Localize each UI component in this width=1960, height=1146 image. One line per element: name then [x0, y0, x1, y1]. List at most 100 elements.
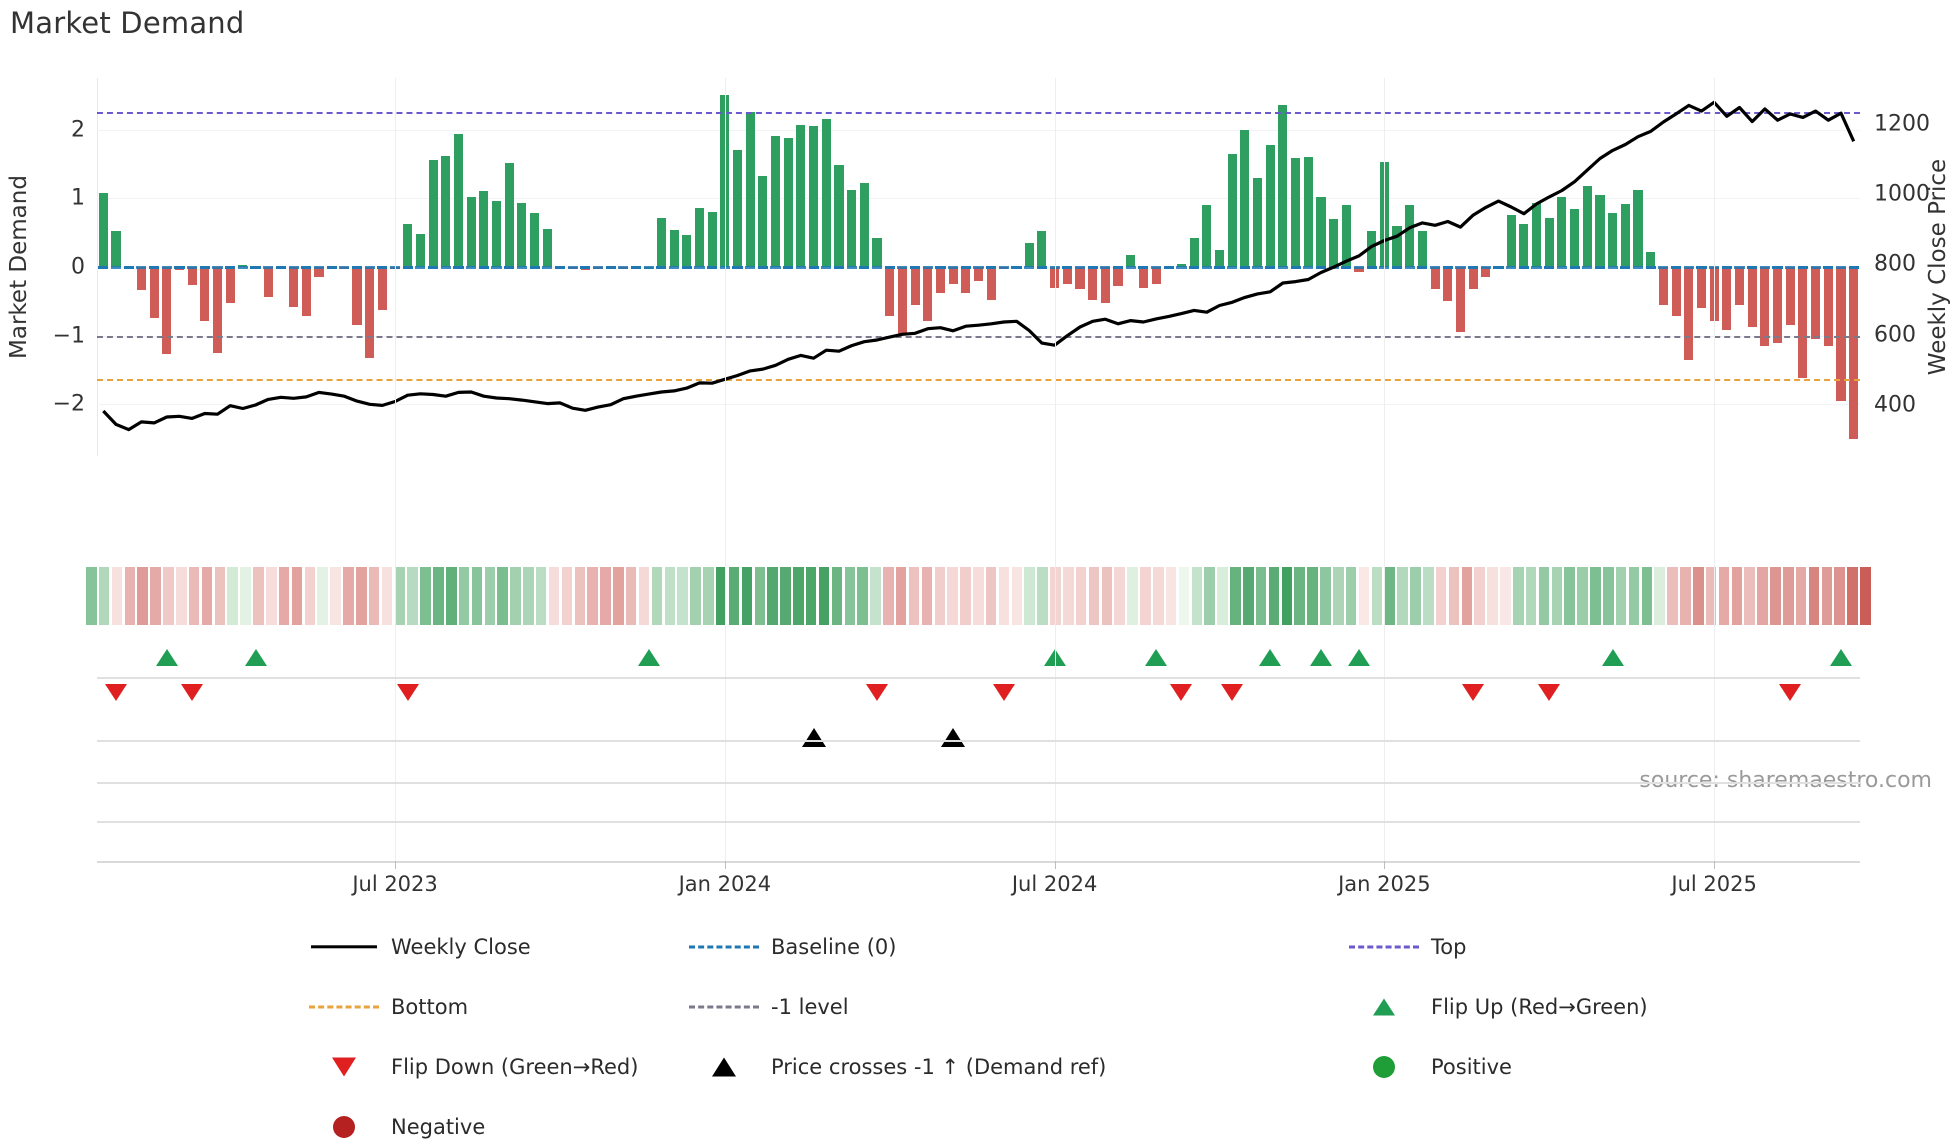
y-tick-label-right: 600 — [1874, 322, 1916, 348]
heat-cell — [960, 567, 971, 625]
demand-bar-negative — [923, 267, 933, 321]
heat-cell — [677, 567, 688, 625]
baseline-segment — [313, 265, 325, 269]
demand-bar-positive — [796, 124, 806, 267]
legend-item[interactable]: Negative — [305, 1108, 638, 1146]
minus-one-reference-line — [97, 335, 1860, 338]
demand-bar-positive — [111, 230, 121, 267]
baseline-segment — [960, 265, 971, 269]
baseline-segment — [897, 265, 908, 269]
baseline-segment — [719, 265, 730, 269]
demand-bar-negative — [314, 267, 324, 278]
baseline-segment — [770, 265, 781, 269]
legend-item[interactable]: Top — [1345, 928, 1648, 966]
triangle-up-icon-glyph — [1373, 998, 1395, 1016]
baseline-segment — [440, 265, 451, 269]
baseline-segment — [605, 265, 616, 269]
flip-up-marker — [637, 649, 660, 666]
legend-item[interactable]: Baseline (0) — [685, 928, 1106, 966]
demand-bar-positive — [542, 229, 552, 267]
legend-item[interactable]: Weekly Close — [305, 928, 638, 966]
x-tick-label: Jan 2025 — [1338, 872, 1431, 896]
demand-bar-positive — [770, 136, 781, 267]
baseline-segment — [1189, 265, 1200, 269]
x-tick-label: Jul 2024 — [1011, 872, 1098, 896]
demand-bar-negative — [1468, 267, 1478, 289]
heat-cell — [1795, 567, 1807, 625]
baseline-segment — [1556, 265, 1567, 269]
demand-bar-positive — [1024, 242, 1034, 267]
x-gridline — [1054, 78, 1056, 861]
demand-bar-negative — [149, 267, 159, 318]
baseline-segment — [1315, 265, 1327, 269]
legend-label: Weekly Close — [391, 935, 531, 959]
baseline-segment — [136, 265, 147, 269]
legend-label: Bottom — [391, 995, 469, 1019]
baseline-segment — [149, 265, 160, 269]
baseline-segment — [453, 265, 464, 269]
baseline-segment — [1112, 265, 1124, 269]
heat-cell — [1127, 567, 1138, 625]
heat-cell — [330, 567, 341, 625]
heat-cell — [420, 567, 431, 625]
heat-cell — [548, 567, 560, 625]
legend-item[interactable]: Flip Down (Green→Red) — [305, 1048, 638, 1086]
legend-item[interactable]: Bottom — [305, 988, 638, 1026]
legend-item[interactable]: Positive — [1345, 1048, 1648, 1086]
flip-up-marker — [1309, 649, 1332, 666]
demand-bar-positive — [872, 238, 882, 267]
demand-bar-positive — [1405, 205, 1415, 267]
legend-item[interactable]: Price crosses -1 ↑ (Demand ref) — [685, 1048, 1106, 1086]
heat-cell — [895, 567, 907, 625]
legend-item[interactable]: Flip Up (Red→Green) — [1345, 988, 1648, 1026]
legend-item[interactable]: -1 level — [685, 988, 1106, 1026]
heat-cell — [844, 567, 856, 625]
demand-bar-negative — [1658, 267, 1668, 305]
x-tick — [1714, 861, 1716, 869]
baseline-segment — [1201, 265, 1212, 269]
heat-cell — [1153, 567, 1164, 625]
demand-bar-positive — [98, 192, 108, 267]
heat-cell — [1114, 567, 1126, 625]
demand-bar-negative — [1747, 267, 1757, 328]
demand-bar-positive — [732, 150, 743, 267]
baseline-segment — [364, 265, 375, 269]
baseline-segment — [643, 265, 654, 269]
baseline-segment — [1074, 265, 1086, 269]
baseline-segment — [275, 265, 286, 269]
chart-legend: Weekly Close Bottom Flip Down (Green→Red) N… — [305, 928, 1685, 1139]
demand-bar-negative — [961, 267, 971, 294]
y-tick-label-right: 1000 — [1874, 181, 1930, 207]
y-gridline — [97, 198, 1860, 200]
heat-cell — [150, 567, 161, 625]
demand-bar-positive — [859, 183, 869, 267]
heat-cell — [805, 567, 817, 625]
demand-bar-positive — [1646, 251, 1656, 267]
heat-cell — [98, 567, 110, 625]
baseline-segment — [973, 265, 984, 269]
demand-bar-negative — [1481, 267, 1491, 278]
demand-bar-positive — [441, 155, 451, 267]
heat-cell — [1281, 567, 1293, 625]
demand-bar-negative — [1430, 267, 1440, 289]
heat-cell — [1757, 567, 1768, 625]
heat-cell — [175, 567, 187, 625]
demand-bar-positive — [1392, 225, 1402, 267]
demand-bar-negative — [1684, 267, 1694, 360]
baseline-segment — [783, 265, 794, 269]
demand-bar-positive — [1367, 231, 1377, 267]
legend-label: Top — [1431, 935, 1467, 959]
heat-cell — [497, 567, 508, 625]
baseline-segment — [377, 265, 388, 269]
demand-bar-positive — [1544, 217, 1554, 267]
heat-cell — [1564, 567, 1575, 625]
heat-cell — [1808, 567, 1820, 625]
baseline-segment — [123, 265, 134, 269]
baseline-segment — [1506, 265, 1517, 269]
flip-up-marker — [155, 649, 178, 666]
flip-down-marker — [181, 684, 204, 701]
flip-down-marker — [396, 684, 419, 701]
heat-cell — [1217, 567, 1228, 625]
demand-bar-positive — [530, 213, 540, 267]
heat-cell — [857, 567, 868, 625]
